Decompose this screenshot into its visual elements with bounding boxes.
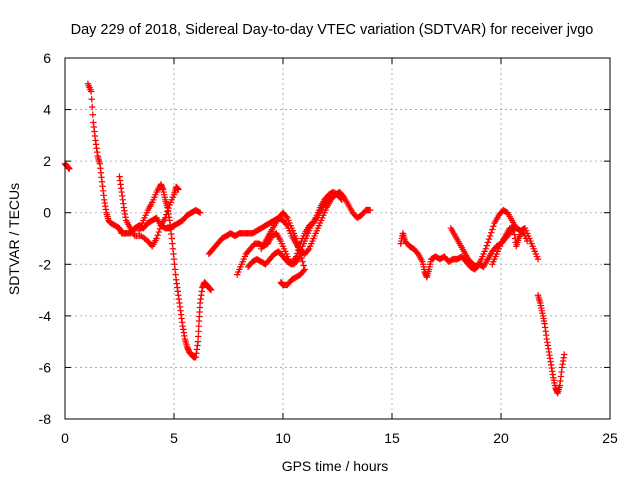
data-point [155, 228, 162, 236]
data-point [196, 209, 204, 216]
data-point [195, 208, 203, 216]
y-tick-label: -6 [39, 359, 52, 375]
data-point [534, 255, 542, 263]
data-point [292, 235, 300, 242]
data-point [153, 235, 160, 242]
y-tick-labels: 6 4 2 0 -2 -4 -6 -8 [39, 50, 52, 427]
data-point [283, 221, 290, 228]
x-tick-label: 10 [275, 430, 291, 446]
data-point [295, 243, 302, 250]
data-point [509, 226, 517, 234]
x-tick-label: 15 [384, 430, 400, 446]
data-point [89, 103, 96, 111]
data-point [486, 232, 494, 240]
y-tick-label: 4 [43, 102, 51, 118]
data-point [293, 239, 301, 246]
data-point [523, 237, 531, 245]
y-tick-label: 2 [43, 153, 51, 169]
data-point [338, 196, 346, 204]
series-seg-l [534, 292, 568, 397]
data-point [292, 253, 300, 260]
y-tick-label: 0 [43, 205, 51, 221]
series-seg-g [244, 194, 335, 271]
data-point [296, 246, 303, 254]
data-point [207, 286, 215, 294]
series-seg-a [61, 160, 73, 173]
data-point [489, 226, 496, 233]
data-point [304, 246, 312, 254]
data-point [487, 229, 495, 236]
x-tick-label: 5 [170, 430, 178, 446]
series-seg-k [489, 224, 531, 268]
data-point [156, 225, 164, 233]
x-tick-label: 0 [61, 430, 69, 446]
chart-title: Day 229 of 2018, Sidereal Day-to-day VTE… [71, 22, 594, 38]
series-seg-e [205, 188, 374, 258]
x-tick-label: 25 [602, 430, 618, 446]
data-point [326, 195, 334, 202]
data-point [277, 279, 285, 286]
data-point [293, 250, 301, 257]
data-point [297, 250, 304, 258]
data-point [561, 351, 568, 358]
y-tick-label: -4 [39, 308, 52, 324]
data-point [490, 223, 497, 230]
plot-frame [64, 57, 611, 420]
x-axis-label: GPS time / hours [282, 458, 389, 474]
data-point [367, 206, 374, 214]
y-axis-label: SDTVAR / TECUs [6, 183, 22, 295]
data-point [87, 88, 95, 95]
x-tick-labels: 0 5 10 15 20 25 [61, 430, 618, 446]
y-tick-label: 6 [43, 50, 51, 66]
data-point [485, 235, 493, 243]
data-points [61, 80, 568, 397]
data-point [89, 111, 96, 118]
y-tick-label: -8 [39, 411, 52, 427]
data-point [327, 194, 335, 201]
grid-lines [65, 58, 610, 419]
data-point [298, 254, 305, 262]
data-point [162, 214, 169, 222]
x-tick-label: 20 [493, 430, 509, 446]
data-point [413, 249, 421, 256]
data-point [483, 242, 491, 249]
data-point [154, 232, 161, 239]
data-point [88, 96, 95, 103]
series-seg-c [116, 173, 182, 250]
data-point [299, 258, 306, 265]
y-tick-label: -2 [39, 256, 52, 272]
data-point [484, 239, 492, 246]
data-point [337, 195, 344, 202]
series-seg-h [258, 209, 308, 289]
data-point [283, 213, 290, 220]
data-point [66, 165, 73, 173]
series-seg-j [447, 206, 542, 271]
series-seg-d [135, 181, 215, 361]
data-point [482, 245, 489, 253]
data-point [175, 186, 182, 193]
